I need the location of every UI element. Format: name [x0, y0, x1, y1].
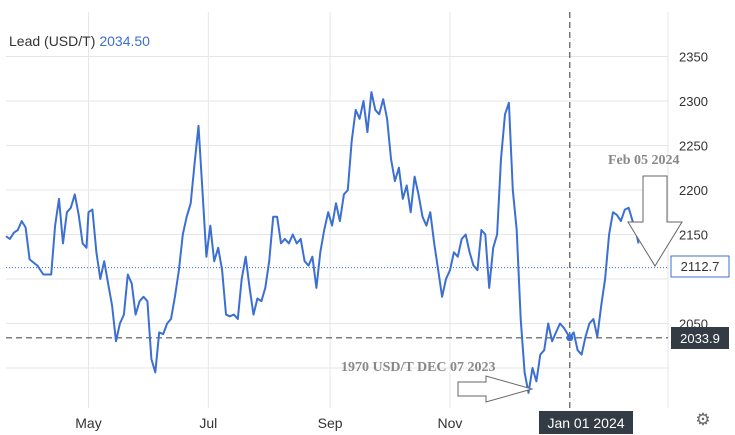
series-line-lead — [5, 91, 640, 394]
crosshair-date-badge: Jan 01 2024 — [539, 411, 633, 434]
y-tick-label: 2150 — [679, 227, 708, 242]
legend-series-value: 2034.50 — [99, 33, 150, 49]
x-tick-label: Sep — [318, 415, 343, 431]
x-tick-label: May — [75, 415, 101, 431]
low-annotation-label: 1970 USD/T DEC 07 2023 — [341, 360, 496, 375]
x-tick-label: Nov — [437, 415, 462, 431]
peak-annotation: Feb 05 2024 — [608, 153, 683, 267]
last-price-badge-text: 2112.7 — [681, 259, 720, 274]
y-tick-label: 2350 — [679, 49, 708, 64]
y-tick-label: 2300 — [679, 94, 708, 109]
crosshair-price-badge-text: 2033.9 — [680, 331, 720, 346]
chart-grid — [6, 12, 669, 408]
peak-annotation-label: Feb 05 2024 — [608, 153, 680, 168]
y-tick-label: 2200 — [679, 183, 708, 198]
last-price-badge: 2112.7 — [670, 255, 730, 278]
crosshair-price-badge: 2033.9 — [671, 327, 729, 349]
legend-series-name: Lead (USD/T) — [9, 33, 96, 49]
x-axis: May Jul Sep Nov — [75, 415, 462, 431]
crosshair-point — [566, 334, 574, 342]
low-annotation-arrow — [457, 375, 534, 403]
low-annotation: 1970 USD/T DEC 07 2023 — [341, 360, 534, 403]
x-tick-label: Jul — [199, 415, 217, 431]
peak-annotation-arrow — [627, 175, 683, 267]
gear-icon[interactable]: ⚙ — [695, 410, 711, 429]
crosshair-date-badge-text: Jan 01 2024 — [547, 415, 624, 431]
y-tick-label: 2250 — [679, 138, 708, 153]
chart-legend: Lead (USD/T) 2034.50 — [9, 33, 150, 49]
